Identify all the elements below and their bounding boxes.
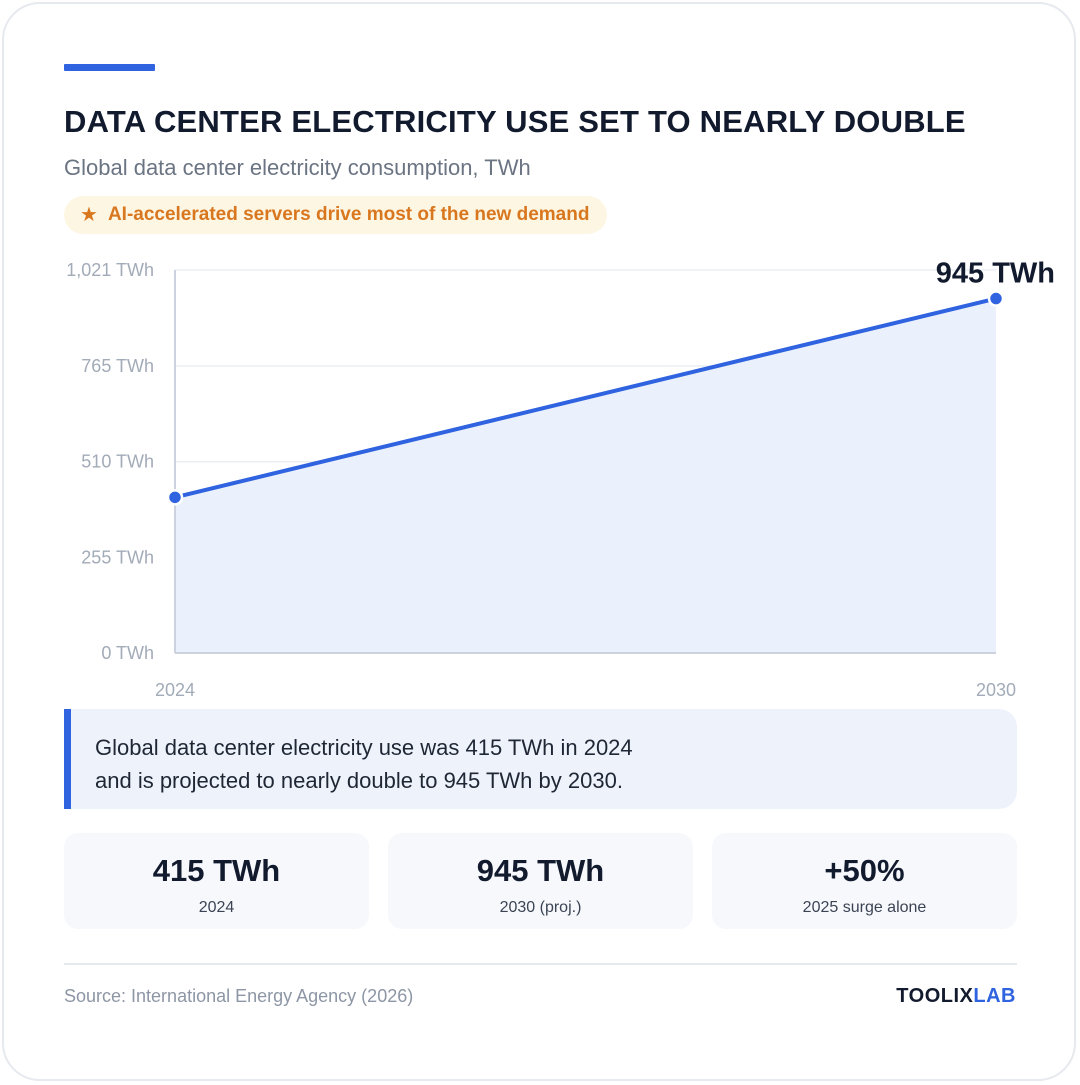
accent-bar [64, 64, 155, 71]
y-tick-label: 0 TWh [101, 643, 154, 663]
y-tick-label: 765 TWh [81, 356, 154, 376]
stat-card-surge: +50% 2025 surge alone [712, 833, 1017, 929]
x-tick-label: 2030 [976, 680, 1016, 700]
stat-value: 415 TWh [152, 853, 281, 888]
summary-line-2: and is projected to nearly double to 945… [95, 768, 623, 793]
insight-badge-text: AI-accelerated servers drive most of the… [107, 204, 590, 225]
y-tick-label: 510 TWh [81, 452, 154, 472]
stat-label: 2030 (proj.) [499, 899, 582, 916]
star-icon: ★ [80, 204, 98, 226]
page-title: DATA CENTER ELECTRICITY USE SET TO NEARL… [64, 104, 966, 139]
stat-value: +50% [824, 853, 905, 888]
series-line [173, 296, 998, 500]
brand-logo-part2: LAB [973, 985, 1016, 1007]
data-point [166, 489, 184, 506]
y-tick-label: 1,021 TWh [66, 260, 154, 280]
stat-card-2030: 945 TWh 2030 (proj.) [388, 833, 693, 929]
chart-subtitle: Global data center electricity consumpti… [64, 155, 531, 180]
x-tick-label: 2024 [155, 680, 195, 700]
brand-logo-part1: TOOLIX [896, 985, 974, 1007]
stat-label: 2025 surge alone [802, 899, 927, 916]
area-fill [175, 298, 996, 653]
footer-divider [64, 963, 1017, 965]
data-point [987, 290, 1005, 307]
summary-line-1: Global data center electricity use was 4… [95, 735, 633, 760]
y-tick-label: 255 TWh [81, 547, 154, 567]
area-chart: 0 TWh 255 TWh 510 TWh 765 TWh 1,021 TWh 2024 2… [66, 258, 1055, 700]
value-annotation: 945 TWh [936, 258, 1055, 290]
stat-label: 2024 [198, 899, 235, 916]
source-note: Source: International Energy Agency (202… [64, 986, 414, 1006]
stat-value: 945 TWh [476, 853, 605, 888]
insight-badge: ★ AI-accelerated servers drive most of t… [64, 196, 608, 234]
summary-callout: Global data center electricity use was 4… [64, 709, 1017, 809]
stat-card-2024: 415 TWh 2024 [64, 833, 369, 929]
brand-logo: TOOLIXLAB [896, 985, 1016, 1008]
